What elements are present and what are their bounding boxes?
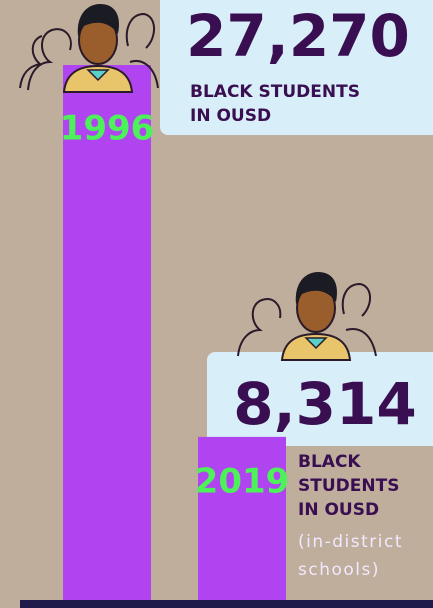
value-label: 27,270 (186, 2, 410, 70)
value-label: 8,314 (233, 370, 416, 438)
annotation: BLACK STUDENTS (190, 82, 360, 102)
annotation: IN OUSD (190, 106, 271, 126)
footnote: (in-district (298, 532, 403, 552)
infographic: 27,270 8,314 BLACK STUDENTS IN OUSD BLAC… (0, 0, 433, 608)
annotation: STUDENTS (298, 476, 399, 496)
category-label: 1996 (60, 109, 155, 149)
annotation: BLACK (298, 452, 361, 472)
annotation: IN OUSD (298, 500, 379, 520)
category-label: 2019 (195, 462, 290, 502)
footnote: schools) (298, 560, 380, 580)
baseline-strip (20, 600, 433, 608)
